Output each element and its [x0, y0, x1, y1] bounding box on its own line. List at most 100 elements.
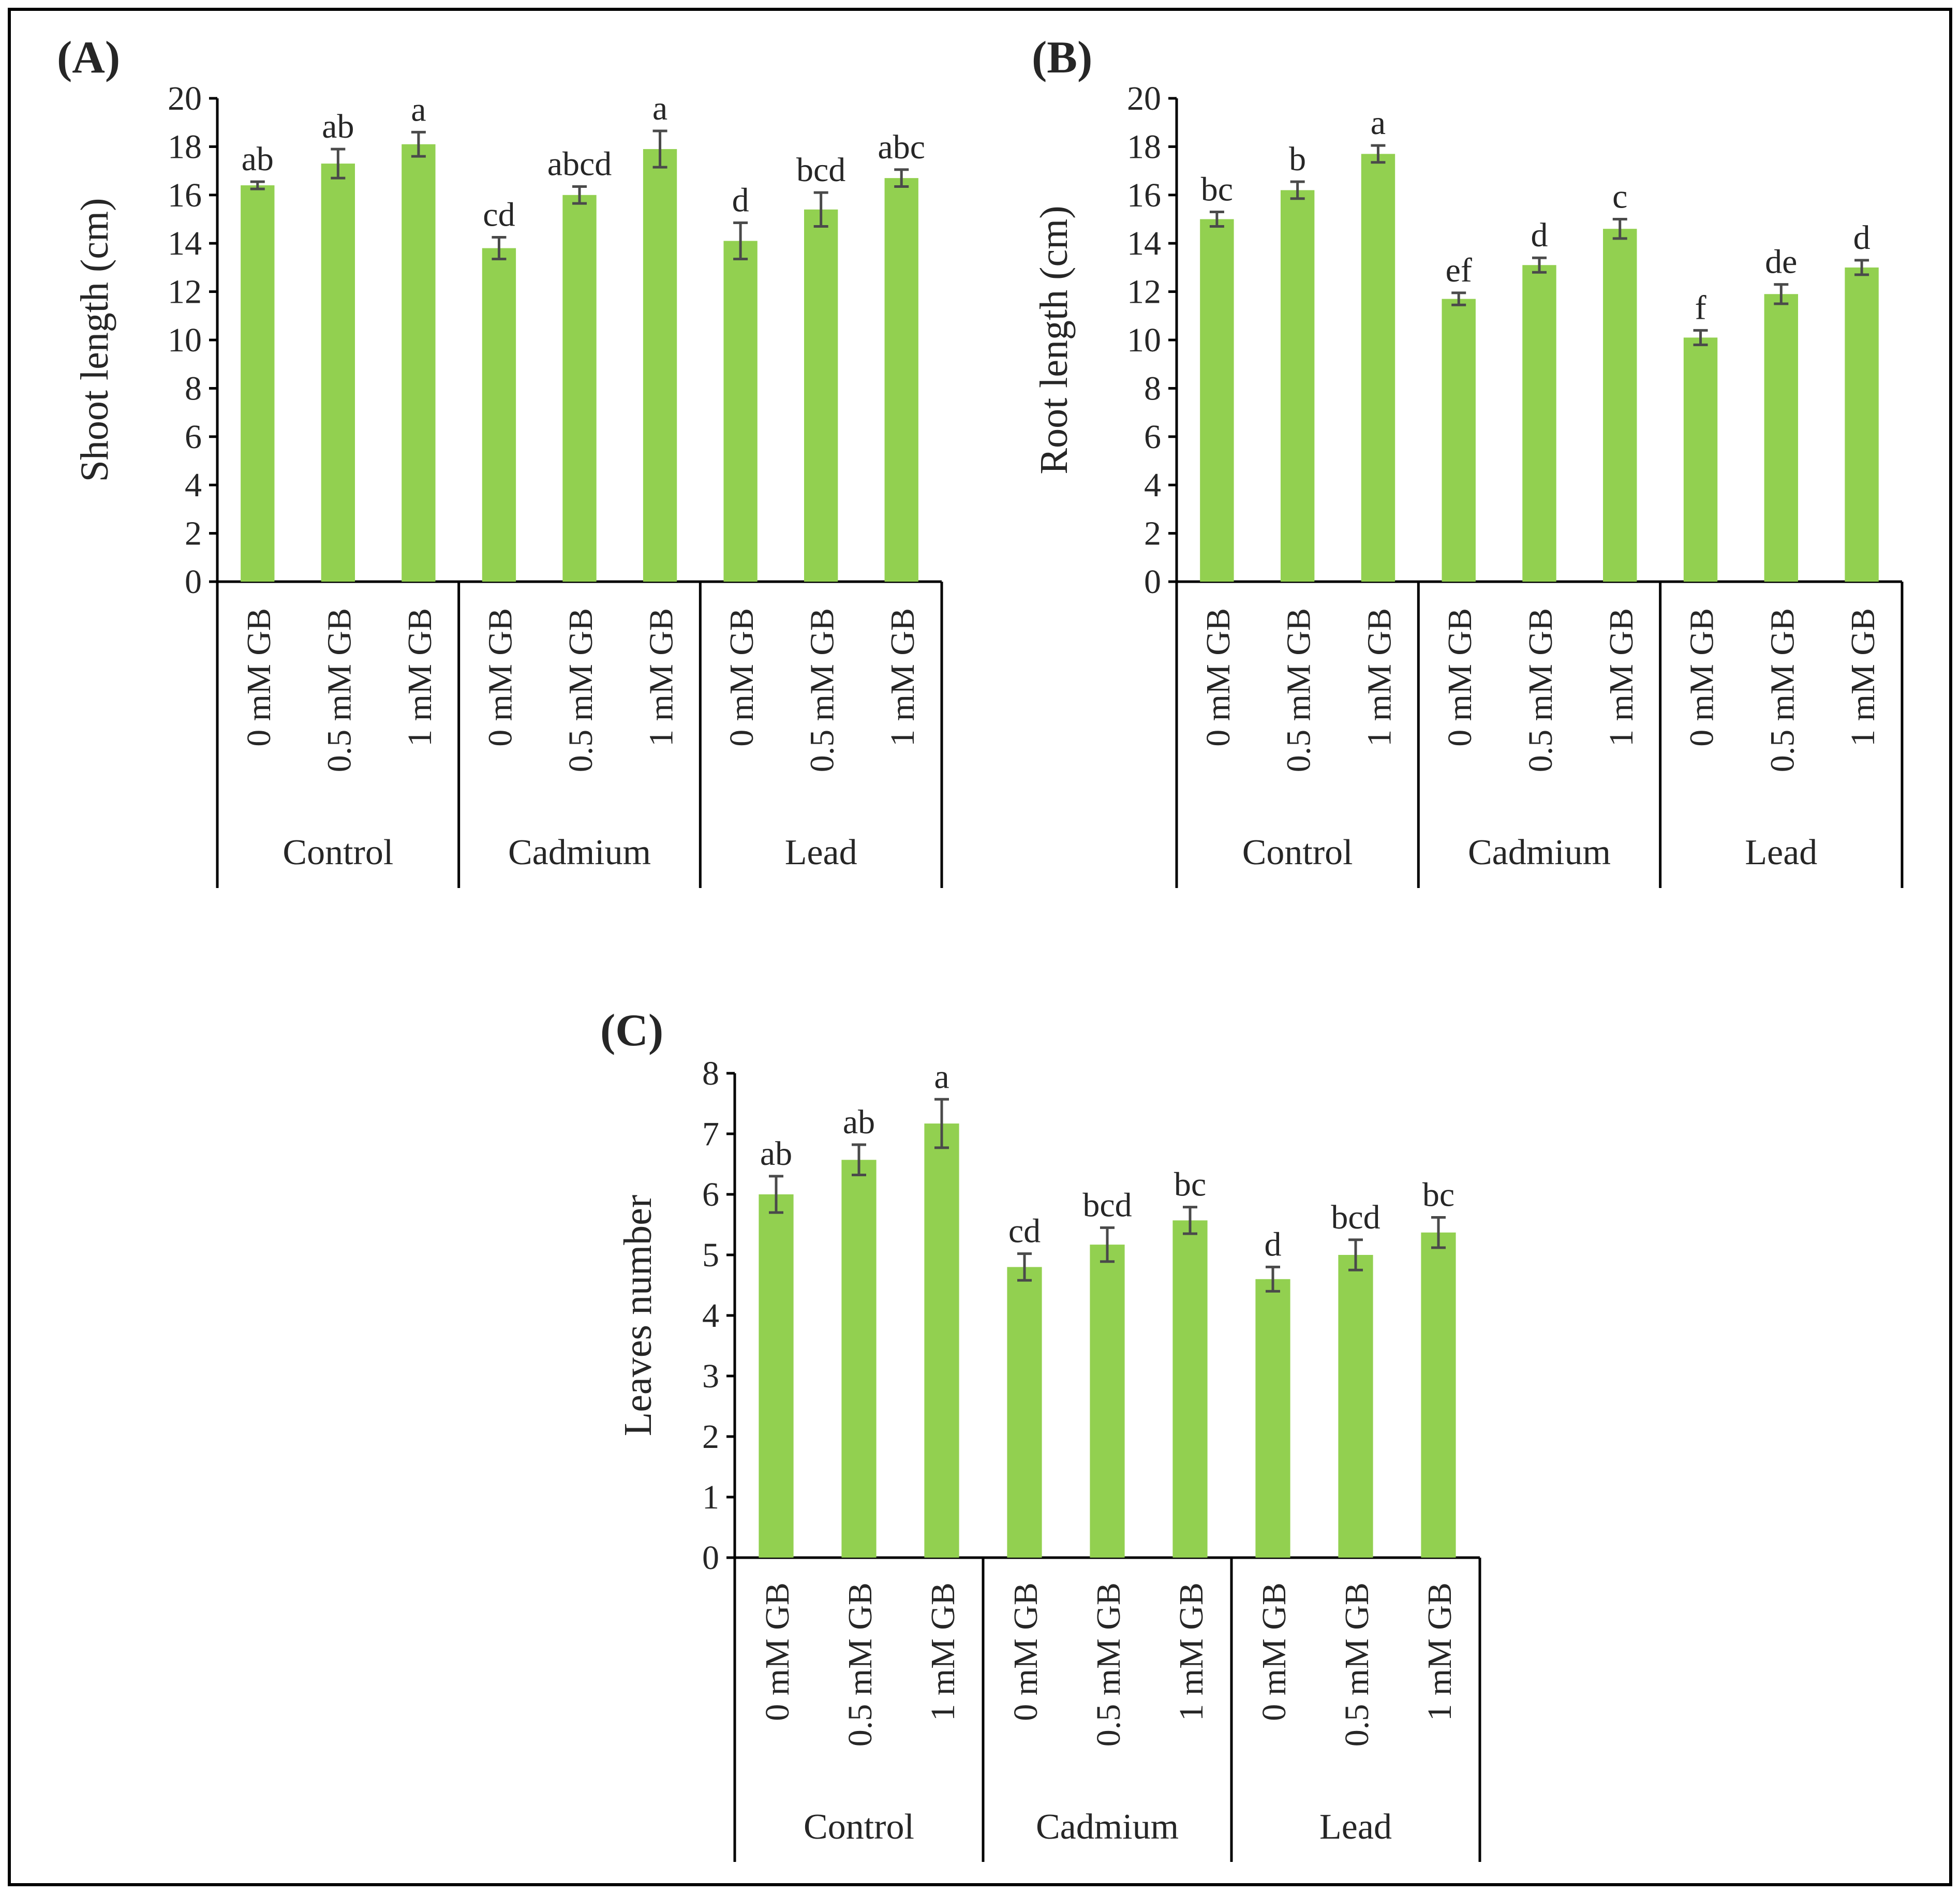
y-tick-label: 3	[702, 1357, 719, 1395]
bar	[804, 209, 838, 582]
y-tick-label: 0	[702, 1539, 719, 1577]
significance-letter: cd	[1008, 1212, 1041, 1250]
category-label: 0 mM GB	[1007, 1582, 1045, 1721]
y-tick-label: 1	[702, 1478, 719, 1516]
significance-letter: d	[732, 182, 749, 219]
bar	[241, 185, 275, 582]
bar	[884, 178, 918, 582]
category-label: 0 mM GB	[1683, 608, 1721, 747]
group-label-control: Control	[283, 833, 393, 872]
significance-letter: f	[1695, 289, 1706, 327]
category-label: 0.5 mM GB	[562, 608, 600, 772]
significance-letter: a	[1371, 104, 1386, 142]
bar	[321, 164, 355, 582]
y-tick-label: 5	[702, 1236, 719, 1274]
group-label-control: Control	[1242, 833, 1353, 872]
group-label-lead: Lead	[1745, 833, 1817, 872]
panel-b-root-length: (B) 0 2 4 6 8 10 12 14 16 18 20 Root length (cm) Cont…	[1032, 33, 1904, 888]
significance-letter: bcd	[1082, 1186, 1132, 1224]
y-axis-title: Leaves number	[616, 1195, 660, 1436]
y-tick-label: 10	[168, 321, 202, 359]
bar	[759, 1194, 794, 1558]
category-label: 1 mM GB	[401, 608, 439, 747]
bar	[1007, 1267, 1042, 1558]
panel-c-leaves-number: (C) 0 1 2 3 4 5 6 7 8 Leaves number Control Cadmium L…	[600, 1005, 1481, 1862]
category-label: 0.5 mM GB	[320, 608, 358, 772]
y-tick-label: 16	[168, 176, 202, 214]
y-tick-label: 0	[1144, 563, 1161, 601]
group-label-lead: Lead	[785, 833, 857, 872]
significance-letter: a	[934, 1058, 949, 1096]
group-label-cadmium: Cadmium	[1036, 1807, 1179, 1847]
figure-frame	[8, 8, 1952, 1886]
y-tick-label: 14	[1127, 225, 1161, 262]
category-label: 0.5 mM GB	[841, 1582, 879, 1747]
significance-letter: d	[1853, 219, 1870, 257]
significance-letter: bc	[1201, 170, 1233, 208]
category-label: 0.5 mM GB	[1338, 1582, 1376, 1747]
y-axis-title: Shoot length (cm)	[73, 198, 116, 482]
bar	[643, 149, 677, 582]
category-label: 1 mM GB	[924, 1582, 962, 1721]
category-label: 0 mM GB	[1441, 608, 1479, 747]
significance-letter: bcd	[1331, 1198, 1380, 1236]
bar	[924, 1123, 959, 1558]
category-label: 1 mM GB	[1844, 608, 1882, 747]
bar	[1522, 265, 1556, 582]
y-tick-label: 8	[1144, 369, 1161, 407]
bar	[1683, 337, 1718, 582]
group-label-cadmium: Cadmium	[1468, 833, 1611, 872]
y-tick-label: 2	[185, 515, 202, 553]
bar	[1361, 154, 1395, 582]
y-tick-label: 20	[168, 80, 202, 117]
y-tick-label: 18	[1127, 128, 1161, 166]
significance-letter: a	[411, 91, 426, 128]
bar	[1090, 1245, 1125, 1558]
significance-letter: ab	[843, 1103, 875, 1141]
significance-letter: abcd	[547, 145, 612, 183]
y-tick-label: 10	[1127, 321, 1161, 359]
significance-letter: c	[1612, 178, 1627, 216]
y-tick-label: 4	[702, 1297, 719, 1335]
category-label: 0.5 mM GB	[1763, 608, 1801, 772]
bar	[1603, 229, 1637, 582]
y-tick-label: 4	[1144, 466, 1161, 504]
bar	[723, 241, 758, 582]
y-tick-label: 16	[1127, 176, 1161, 214]
category-label: 0.5 mM GB	[804, 608, 841, 772]
category-label: 0 mM GB	[723, 608, 761, 747]
category-label: 0 mM GB	[759, 1582, 796, 1721]
significance-letter: de	[1765, 243, 1797, 281]
category-label: 0 mM GB	[240, 608, 278, 747]
group-label-lead: Lead	[1319, 1807, 1392, 1847]
bar	[402, 144, 436, 582]
bar	[1845, 267, 1879, 582]
panel-label: (A)	[57, 33, 120, 83]
category-label: 1 mM GB	[1602, 608, 1640, 747]
y-tick-label: 18	[168, 128, 202, 166]
y-tick-label: 4	[185, 466, 202, 504]
y-tick-label: 8	[702, 1055, 719, 1092]
category-label: 0.5 mM GB	[1090, 1582, 1127, 1747]
significance-letter: ab	[322, 108, 354, 145]
significance-letter: bcd	[796, 151, 845, 189]
bar	[841, 1160, 877, 1558]
category-label: 0 mM GB	[1255, 1582, 1293, 1721]
significance-letter: d	[1531, 216, 1548, 254]
y-tick-label: 2	[1144, 515, 1161, 553]
significance-letter: bc	[1422, 1176, 1454, 1214]
category-label: 0.5 mM GB	[1522, 608, 1560, 772]
category-label: 1 mM GB	[884, 608, 922, 747]
bar	[1172, 1220, 1208, 1558]
y-tick-label: 6	[702, 1176, 719, 1214]
bar	[1764, 294, 1799, 582]
y-tick-label: 12	[1127, 273, 1161, 311]
significance-letter: abc	[878, 128, 925, 166]
category-label: 0 mM GB	[481, 608, 519, 747]
category-label: 0.5 mM GB	[1280, 608, 1318, 772]
significance-letter: ab	[760, 1135, 792, 1173]
y-tick-label: 6	[1144, 418, 1161, 456]
y-tick-label: 8	[185, 369, 202, 407]
panel-label: (B)	[1032, 33, 1092, 83]
panel-label: (C)	[600, 1005, 663, 1056]
